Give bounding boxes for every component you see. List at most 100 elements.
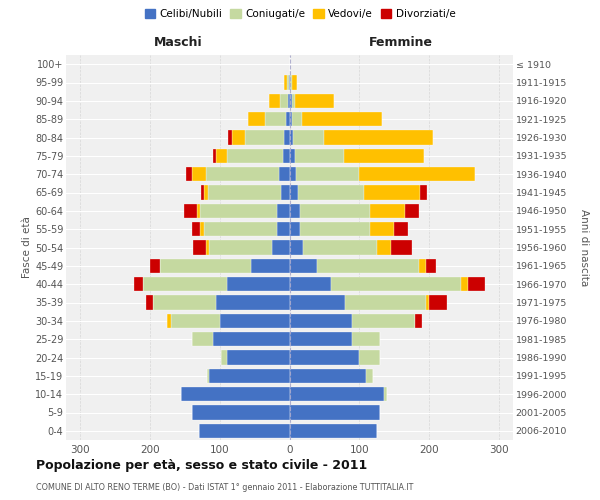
Bar (184, 204, 197, 218)
Bar (394, 222, 408, 236)
Bar (302, 112, 382, 126)
Bar (370, 204, 405, 218)
Bar (197, 204, 200, 218)
Bar (290, 424, 377, 438)
Bar (277, 222, 290, 236)
Bar (181, 387, 290, 402)
Bar (290, 277, 331, 291)
Bar (192, 222, 200, 236)
Bar (290, 406, 380, 419)
Bar (146, 296, 154, 310)
Bar (290, 332, 352, 346)
Bar (232, 130, 245, 144)
Text: Femmine: Femmine (369, 36, 433, 50)
Bar (290, 296, 346, 310)
Bar (206, 167, 279, 182)
Bar (134, 277, 143, 291)
Bar (220, 314, 290, 328)
Bar (201, 186, 204, 200)
Bar (208, 186, 281, 200)
Bar (391, 240, 412, 254)
Bar (429, 296, 446, 310)
Y-axis label: Fasce di età: Fasce di età (22, 216, 32, 278)
Bar (192, 332, 212, 346)
Bar (405, 204, 419, 218)
Bar (467, 277, 485, 291)
Bar (199, 424, 290, 438)
Bar (290, 204, 300, 218)
Bar (290, 112, 292, 126)
Bar (143, 277, 227, 291)
Bar (154, 296, 216, 310)
Bar (216, 148, 227, 163)
Bar (200, 204, 277, 218)
Bar (204, 186, 208, 200)
Y-axis label: Anni di nascita: Anni di nascita (578, 209, 589, 286)
Bar (344, 148, 424, 163)
Bar (289, 76, 290, 90)
Bar (377, 240, 391, 254)
Bar (293, 130, 325, 144)
Bar (290, 350, 359, 364)
Bar (295, 94, 334, 108)
Bar (290, 186, 298, 200)
Bar (167, 314, 171, 328)
Bar (193, 240, 206, 254)
Text: Maschi: Maschi (154, 36, 202, 50)
Bar (420, 186, 427, 200)
Bar (288, 94, 290, 108)
Bar (192, 406, 290, 419)
Bar (290, 387, 384, 402)
Bar (212, 148, 216, 163)
Bar (279, 167, 290, 182)
Text: COMUNE DI ALTO RENO TERME (BO) - Dati ISTAT 1° gennaio 2011 - Elaborazione TUTTI: COMUNE DI ALTO RENO TERME (BO) - Dati IS… (36, 484, 413, 492)
Bar (150, 258, 160, 273)
Bar (325, 130, 433, 144)
Bar (245, 130, 284, 144)
Bar (425, 296, 429, 310)
Bar (290, 167, 296, 182)
Bar (209, 368, 290, 383)
Bar (290, 222, 300, 236)
Bar (290, 314, 352, 328)
Bar (370, 222, 394, 236)
Bar (290, 240, 304, 254)
Bar (292, 76, 297, 90)
Bar (290, 258, 317, 273)
Bar (352, 332, 380, 346)
Bar (171, 314, 220, 328)
Bar (228, 130, 232, 144)
Text: Popolazione per età, sesso e stato civile - 2011: Popolazione per età, sesso e stato civil… (36, 460, 367, 472)
Bar (286, 112, 290, 126)
Bar (359, 350, 380, 364)
Bar (292, 94, 295, 108)
Bar (209, 240, 272, 254)
Bar (284, 76, 287, 90)
Bar (295, 148, 344, 163)
Bar (364, 186, 420, 200)
Bar (227, 148, 283, 163)
Bar (280, 94, 288, 108)
Bar (352, 314, 415, 328)
Bar (207, 368, 209, 383)
Bar (221, 350, 227, 364)
Bar (300, 222, 370, 236)
Bar (281, 186, 290, 200)
Bar (415, 314, 422, 328)
Bar (425, 258, 436, 273)
Bar (290, 368, 367, 383)
Bar (317, 258, 419, 273)
Bar (346, 296, 425, 310)
Bar (251, 258, 290, 273)
Bar (461, 277, 467, 291)
Bar (269, 94, 280, 108)
Bar (160, 258, 251, 273)
Bar (367, 368, 373, 383)
Bar (331, 277, 461, 291)
Bar (359, 167, 475, 182)
Bar (298, 186, 364, 200)
Bar (304, 240, 377, 254)
Bar (277, 204, 290, 218)
Bar (296, 167, 359, 182)
Bar (212, 332, 290, 346)
